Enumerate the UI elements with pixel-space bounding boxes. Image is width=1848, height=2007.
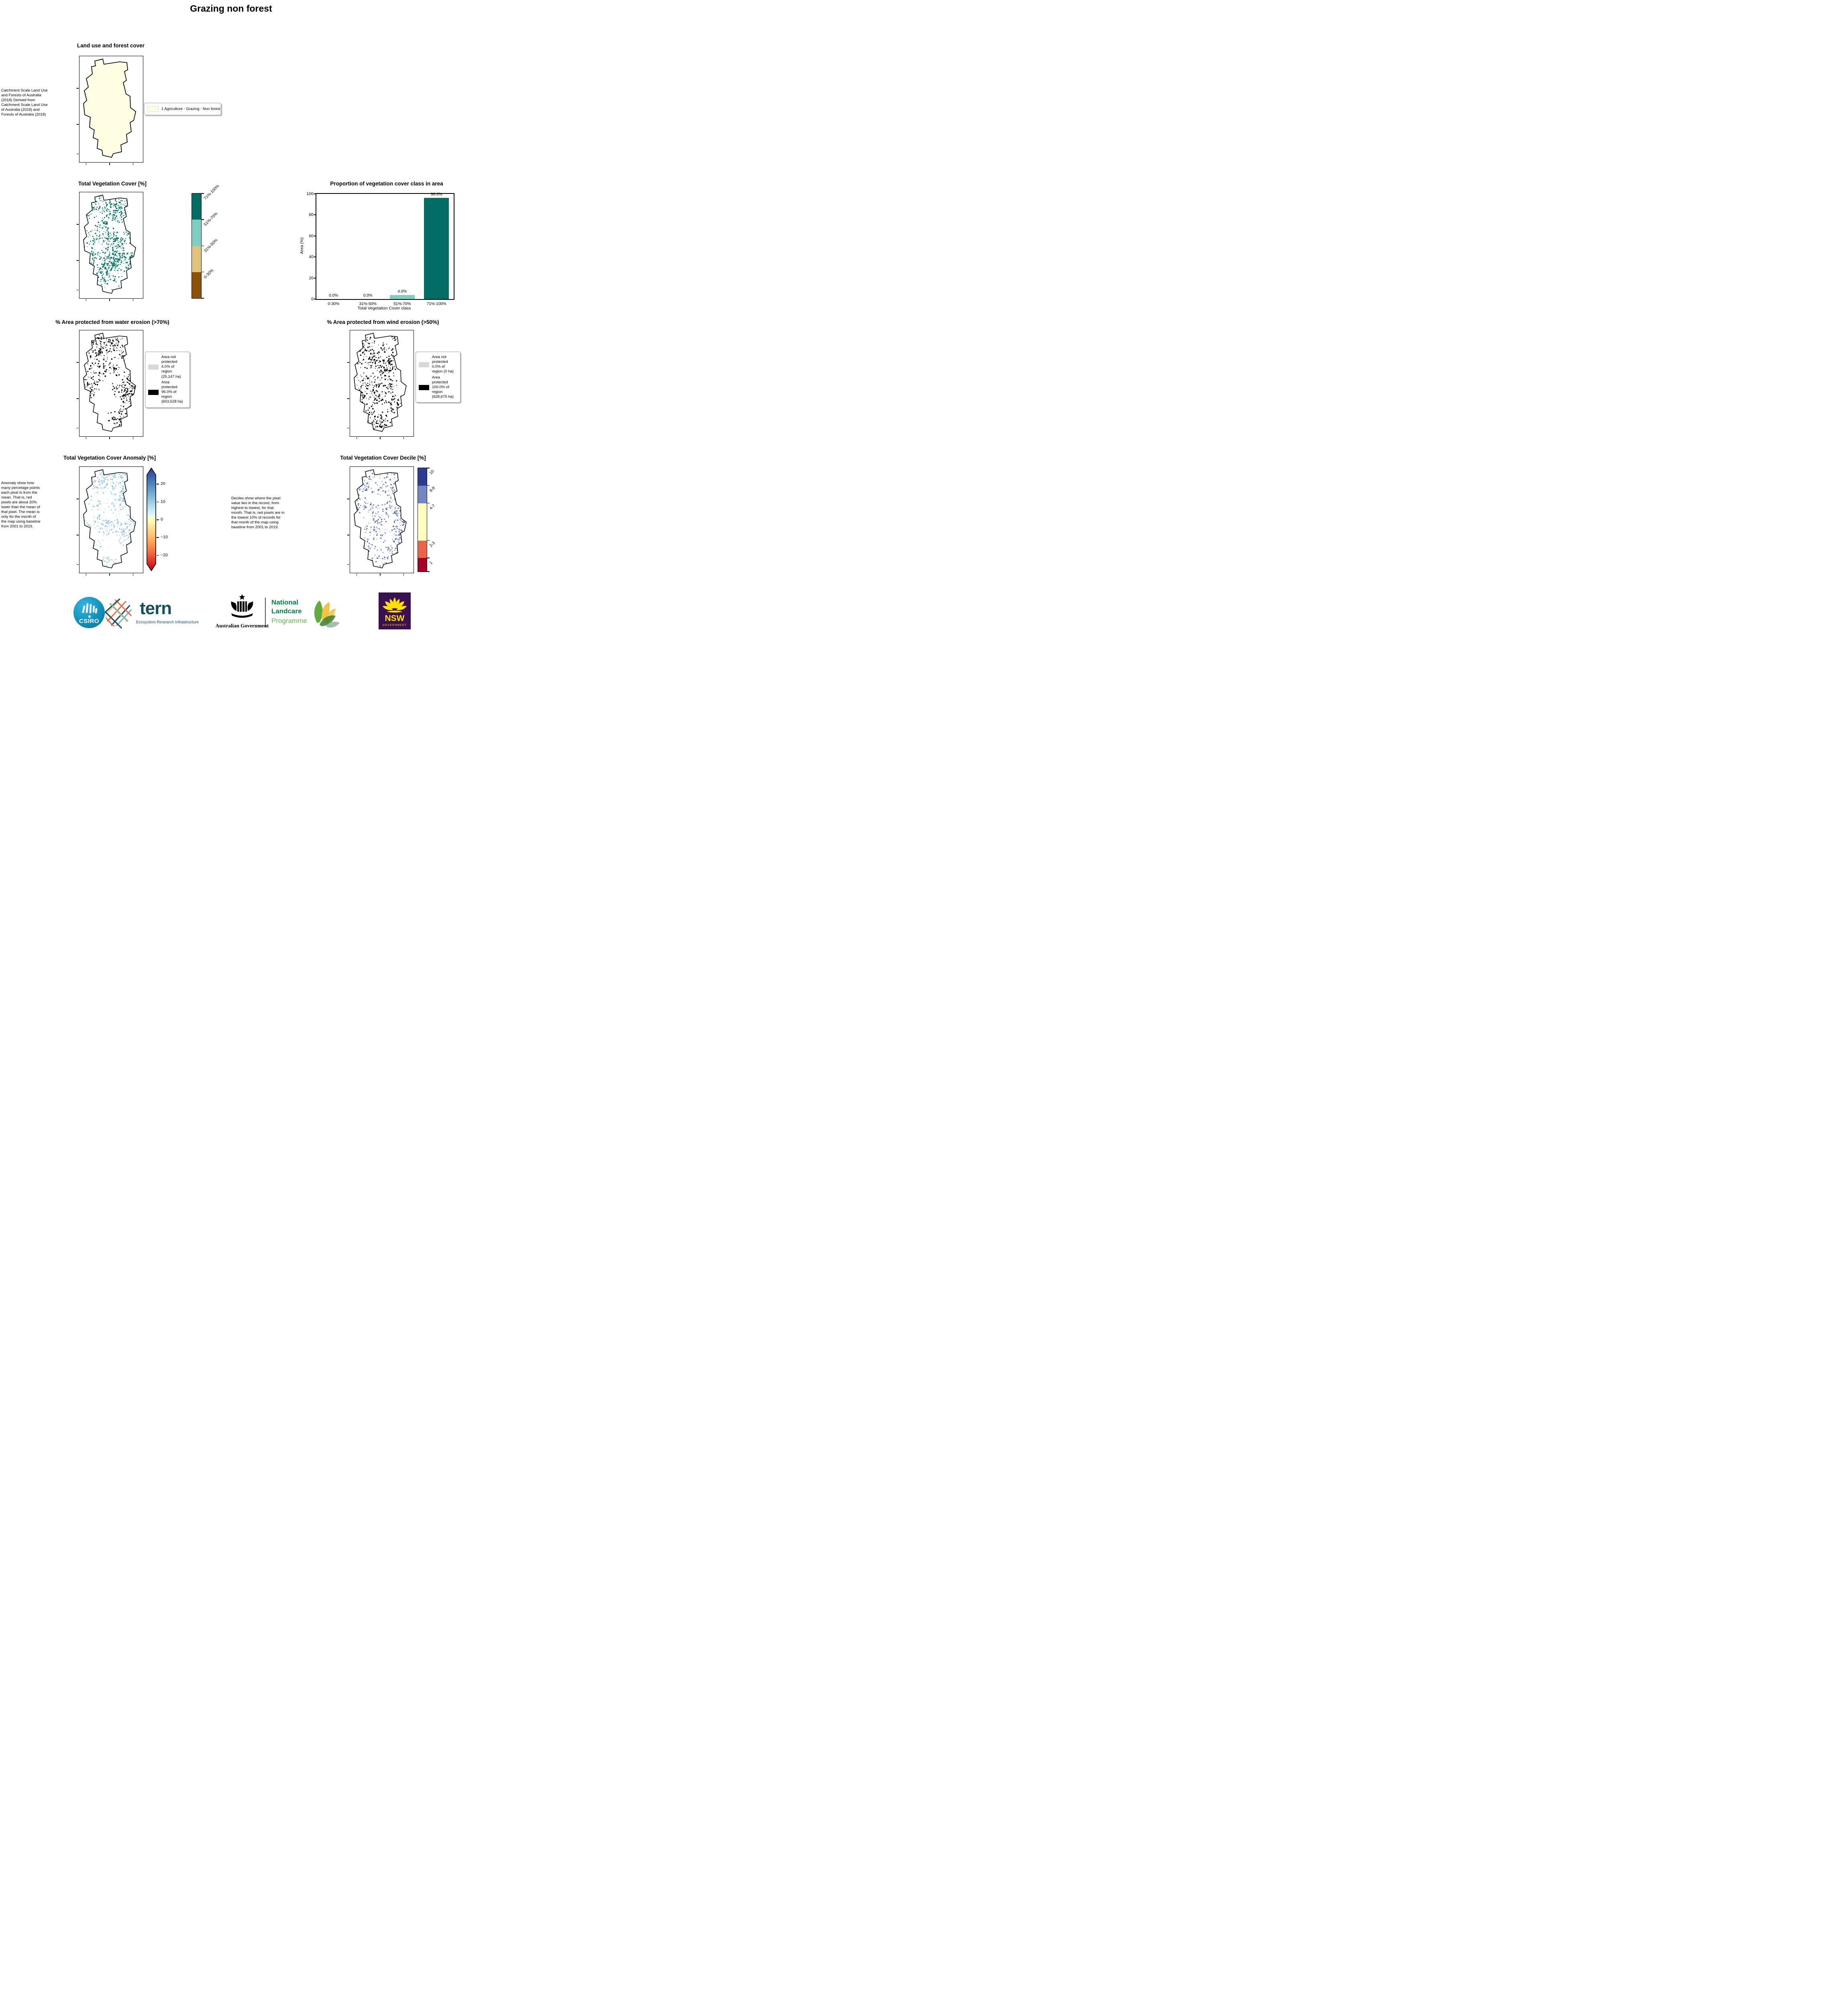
landcare-leaves-icon [314, 600, 340, 628]
australian-government-label: Australian Government [215, 623, 269, 629]
anomaly-tick-label: 10 [161, 499, 165, 504]
decile-class-label: 2-3 [429, 540, 436, 548]
anomaly-tick-label: −10 [161, 535, 168, 540]
anomaly-tick-label: 0 [161, 517, 163, 522]
water-erosion-map [77, 330, 143, 439]
landcare-label-national: National [271, 598, 299, 606]
vegcover-colorbar [192, 193, 202, 299]
anomaly-map-shape [83, 469, 136, 568]
vegcover-class-label: 31%-50% [203, 238, 219, 253]
csiro-logo: CSIRO [73, 597, 105, 628]
vegcover-title: Total Vegetation Cover [%] [78, 181, 147, 187]
australia-art-icon [104, 598, 132, 629]
wind-protected-label: Area protected 100.0% of region (628,675… [432, 375, 454, 399]
nsw-waratah-icon [383, 597, 407, 613]
landuse-side-text: Catchment Scale Land Use and Forests of … [1, 88, 48, 117]
decile-class-label: 8-9 [429, 486, 436, 493]
decile-side-text: Deciles show where the pixel value lies … [231, 496, 285, 529]
wind-protected-swatch [419, 385, 429, 390]
anomaly-side-text: Anomaly show how many percetage points e… [1, 481, 41, 529]
tern-subtitle: Ecosystem Research Infrastructure [136, 620, 199, 625]
australian-government-crest-icon [231, 594, 253, 618]
water-erosion-legend: Area not protected 4.0% of region (25,14… [145, 352, 190, 408]
anomaly-colorbar [147, 468, 156, 571]
landuse-legend-label: 1 Agriculture - Grazing - Non forest [161, 107, 220, 111]
bar-51%-70% [389, 295, 415, 299]
anomaly-title: Total Vegetation Cover Anomaly [%] [63, 455, 156, 461]
bar-value-label: 0.0% [329, 293, 338, 298]
landuse-legend: 1 Agriculture - Grazing - Non forest [144, 103, 221, 115]
water-erosion-title: % Area protected from water erosion (>70… [55, 319, 169, 325]
bar-value-label: 4.0% [397, 289, 407, 294]
bar-category-label: 0-30% [328, 302, 340, 306]
barchart-title: Proportion of vegetation cover class in … [330, 181, 443, 187]
bar-value-label: 0.0% [363, 293, 373, 298]
landuse-map-shape [83, 59, 136, 158]
vegcover-class-label: 51%-70% [203, 212, 219, 227]
landuse-legend-swatch [147, 106, 159, 112]
wind-not-protected-swatch [419, 362, 429, 367]
decile-map [347, 466, 414, 576]
water-protected-label: Area protected 96.0% of region (603,528 … [161, 380, 183, 404]
anomaly-map [77, 466, 143, 576]
footer-divider [265, 598, 266, 627]
wind-not-protected-label: Area not protected 0.0% of region (0 ha) [432, 355, 454, 374]
bar-category-label: 31%-50% [359, 302, 377, 306]
water-not-protected-swatch [148, 364, 159, 370]
csiro-label: CSIRO [79, 618, 99, 625]
bar-category-label: 71%-100% [426, 302, 446, 306]
barchart-xlabel: Total Vegetation Cover class [357, 306, 411, 311]
csiro-hand-icon [82, 603, 98, 618]
water-erosion-map-shape [83, 333, 136, 432]
landuse-title: Land use and forest cover [77, 43, 145, 49]
bar-71%-100% [424, 198, 449, 299]
decile-class-label: 1 [429, 561, 434, 566]
page-title: Grazing non forest [190, 3, 272, 14]
decile-class-label: 10 [429, 469, 435, 476]
landcare-label-landcare: Landcare [271, 607, 302, 615]
figure-canvas: Grazing non forest Land use and forest c… [0, 0, 462, 634]
wind-erosion-legend: Area not protected 0.0% of region (0 ha)… [416, 352, 460, 403]
nsw-label: NSW [385, 614, 405, 623]
landcare-label-programme: Programme [271, 617, 307, 625]
anomaly-tick-label: 20 [161, 481, 165, 486]
barchart-ylabel: Area (%) [300, 237, 304, 254]
barchart-plot-area: 0 20 40 60 80 100 0.0% 0-30% 0.0% 31%-50% 4.0% 51%-… [306, 191, 454, 306]
wind-erosion-map [347, 330, 414, 439]
decile-colorbar [418, 468, 427, 572]
bar-category-label: 51%-70% [393, 302, 411, 306]
vegcover-class-label: 71%-100% [203, 184, 220, 201]
vegcover-map-shape [83, 195, 136, 294]
decile-map-shape [354, 469, 407, 568]
water-not-protected-label: Area not protected 4.0% of region (25,14… [161, 355, 181, 379]
bar-value-label: 96.0% [431, 192, 442, 197]
decile-title: Total Vegetation Cover Decile [%] [340, 455, 426, 461]
nsw-government-logo: NSW GOVERNMENT [379, 592, 411, 629]
vegcover-map [77, 192, 143, 301]
anomaly-tick-label: −20 [161, 552, 168, 558]
wind-erosion-title: % Area protected from wind erosion (>50%… [327, 319, 439, 325]
water-protected-swatch [148, 389, 159, 395]
tern-logo: tern [140, 598, 172, 618]
vegcover-class-label: 0-30% [203, 268, 215, 280]
decile-class-label: 4-7 [429, 503, 436, 511]
landuse-map [77, 56, 143, 165]
nsw-sub-label: GOVERNMENT [382, 624, 407, 627]
wind-erosion-map-shape [354, 333, 407, 432]
